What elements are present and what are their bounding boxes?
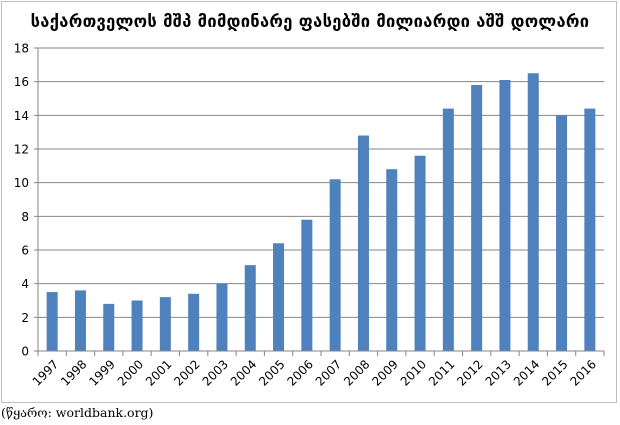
x-tick-label: 2002 [171, 357, 202, 388]
y-tick-label: 2 [21, 311, 29, 325]
x-tick-label: 1998 [58, 357, 89, 388]
y-tick-label: 10 [14, 176, 29, 190]
x-tick-label: 2012 [454, 357, 485, 388]
bar-2014 [527, 73, 539, 351]
x-tick-label: 2009 [369, 357, 400, 388]
y-tick-label: 12 [14, 143, 29, 157]
x-tick-label: 1997 [30, 357, 61, 388]
bar-2001 [159, 297, 171, 351]
x-tick-label: 2016 [567, 357, 598, 388]
bar-2007 [329, 179, 341, 351]
bar-2000 [131, 300, 143, 351]
bar-2015 [556, 115, 568, 351]
x-tick-label: 2008 [341, 357, 372, 388]
x-tick-label: 2013 [483, 357, 514, 388]
bar-2008 [357, 135, 369, 351]
x-tick-label: 2014 [511, 357, 542, 388]
y-tick-label: 16 [14, 75, 29, 89]
y-tick-label: 4 [21, 277, 29, 291]
bar-2002 [188, 293, 200, 351]
chart-title: საქართველოს მშპ მიმდინარე ფასებში მილიარ… [30, 12, 590, 31]
y-tick-label: 8 [21, 210, 29, 224]
x-tick-label: 2001 [143, 357, 174, 388]
source-note: (წყარო: worldbank.org) [1, 405, 154, 420]
y-tick-label: 6 [21, 244, 29, 258]
bar-2013 [499, 79, 511, 351]
y-tick-label: 0 [21, 345, 29, 359]
bar-1997 [46, 292, 58, 351]
bar-2009 [386, 169, 398, 351]
x-tick-label: 2007 [313, 357, 344, 388]
bar-2012 [471, 85, 483, 352]
bar-2016 [584, 108, 596, 351]
x-tick-label: 2003 [200, 357, 231, 388]
x-tick-label: 2010 [398, 357, 429, 388]
x-tick-label: 2005 [256, 357, 287, 388]
x-tick-label: 2015 [539, 357, 570, 388]
bar-2011 [442, 108, 454, 351]
bar-2010 [414, 155, 426, 351]
x-tick-label: 2006 [284, 357, 315, 388]
bar-2004 [244, 265, 256, 351]
x-tick-label: 2004 [228, 357, 259, 388]
x-tick-label: 2011 [426, 357, 457, 388]
x-tick-label: 2000 [115, 357, 146, 388]
bar-2003 [216, 283, 228, 351]
y-tick-label: 14 [14, 109, 29, 123]
y-tick-label: 18 [14, 42, 29, 56]
bar-2006 [301, 219, 313, 351]
bar-2005 [273, 243, 285, 351]
bar-1999 [103, 303, 115, 351]
bar-1998 [74, 290, 86, 351]
x-tick-label: 1999 [86, 357, 117, 388]
